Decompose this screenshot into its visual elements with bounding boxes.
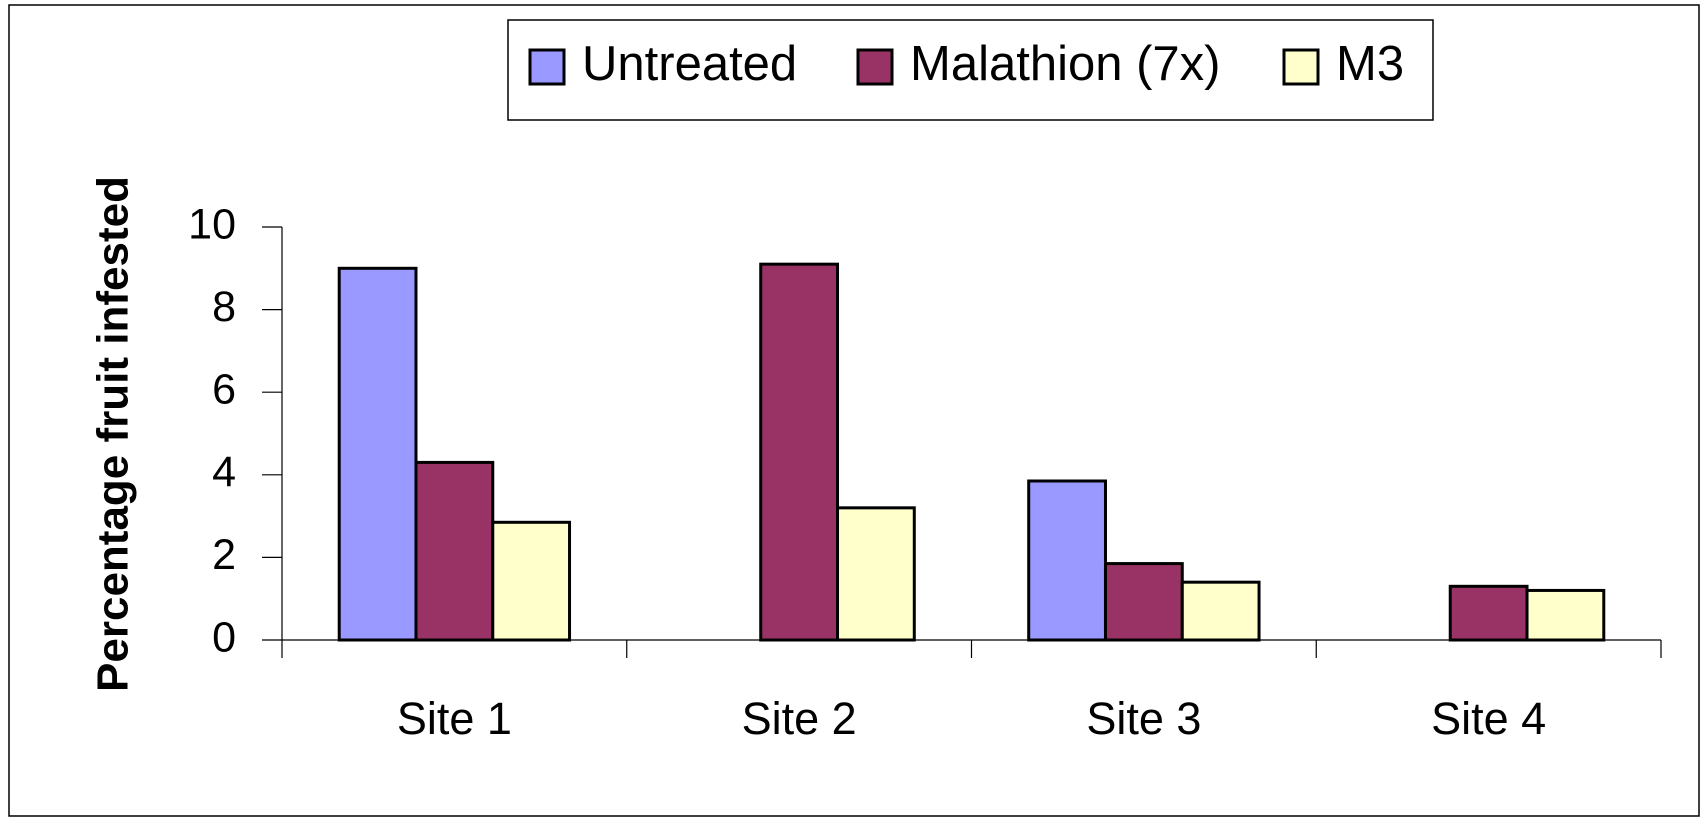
bar (1180, 580, 1261, 642)
chart-border (8, 4, 1700, 817)
bar (491, 520, 572, 642)
y-tick-label: 0 (212, 613, 236, 661)
x-tick-label: Site 2 (742, 693, 857, 744)
bar (414, 460, 495, 642)
bar (836, 506, 916, 642)
legend-swatch (528, 48, 566, 86)
y-tick-label: 8 (212, 283, 236, 331)
legend-label: Untreated (582, 37, 797, 91)
legend-label: M3 (1336, 37, 1404, 91)
bar (1525, 588, 1606, 642)
y-axis-title: Percentage fruit infested (89, 176, 138, 692)
bar (337, 266, 418, 642)
y-tick-label: 4 (212, 448, 236, 496)
x-tick-label: Site 1 (397, 693, 512, 744)
legend-swatch (1282, 48, 1320, 86)
x-tick-label: Site 4 (1431, 693, 1546, 744)
y-tick-label: 2 (212, 531, 236, 579)
bar (1448, 584, 1529, 642)
y-tick-label: 10 (188, 200, 236, 248)
legend-swatch (856, 48, 894, 86)
bar (1103, 562, 1184, 642)
legend-label: Malathion (7x) (910, 37, 1220, 91)
bar (1027, 479, 1107, 642)
bar (759, 262, 840, 642)
legend-box (507, 19, 1434, 121)
x-tick-label: Site 3 (1086, 693, 1201, 744)
y-tick-label: 6 (212, 366, 236, 414)
